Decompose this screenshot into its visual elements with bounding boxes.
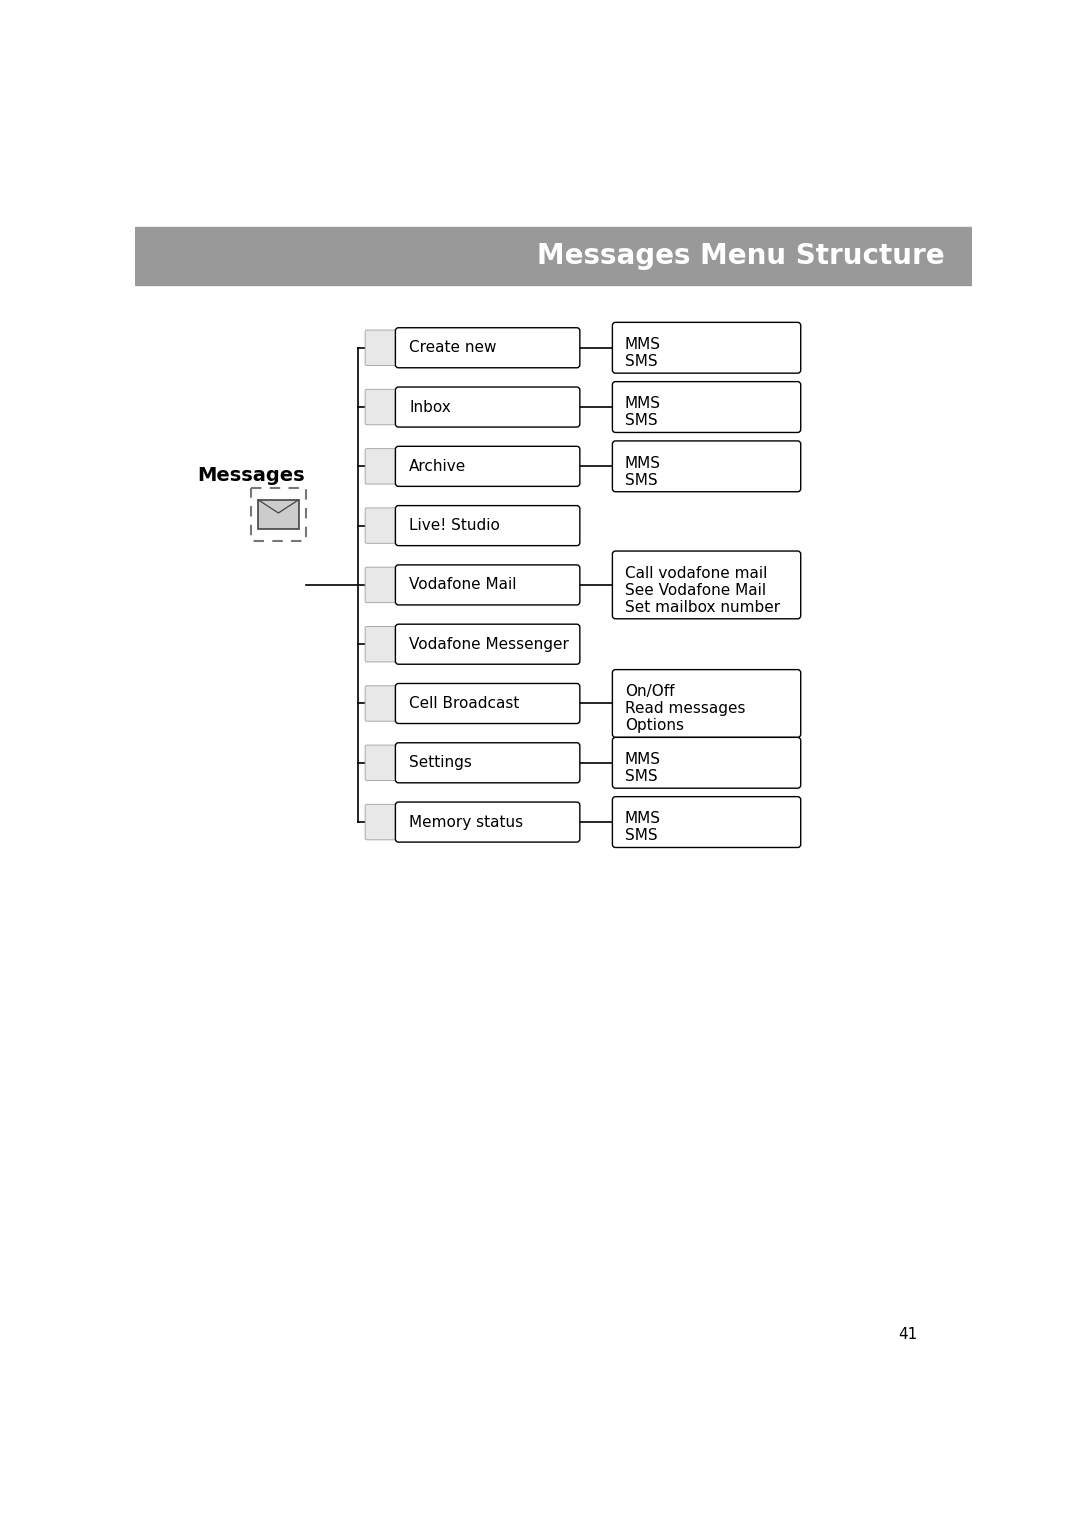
Text: SMS: SMS	[625, 828, 658, 843]
FancyBboxPatch shape	[365, 449, 401, 484]
FancyBboxPatch shape	[395, 802, 580, 842]
FancyBboxPatch shape	[365, 390, 401, 425]
Bar	[252, 487, 306, 541]
Text: MMS: MMS	[625, 338, 661, 351]
Text: Options: Options	[625, 718, 684, 733]
Text: Set mailbox number: Set mailbox number	[625, 601, 780, 614]
Text: SMS: SMS	[625, 354, 658, 370]
Text: SMS: SMS	[625, 414, 658, 428]
Text: SMS: SMS	[625, 472, 658, 487]
FancyBboxPatch shape	[612, 738, 800, 788]
Text: SMS: SMS	[625, 769, 658, 784]
Text: Read messages: Read messages	[625, 701, 745, 717]
Text: MMS: MMS	[625, 396, 661, 411]
FancyBboxPatch shape	[612, 382, 800, 432]
Text: On/Off: On/Off	[625, 685, 674, 700]
FancyBboxPatch shape	[395, 623, 580, 665]
FancyBboxPatch shape	[365, 686, 401, 721]
FancyBboxPatch shape	[395, 506, 580, 545]
Text: Cell Broadcast: Cell Broadcast	[409, 695, 519, 711]
Text: Memory status: Memory status	[409, 814, 524, 830]
Text: Settings: Settings	[409, 755, 472, 770]
Text: Vodafone Messenger: Vodafone Messenger	[409, 637, 569, 652]
FancyBboxPatch shape	[395, 327, 580, 368]
FancyBboxPatch shape	[612, 669, 800, 738]
Text: Messages Menu Structure: Messages Menu Structure	[537, 241, 945, 270]
FancyBboxPatch shape	[365, 507, 401, 544]
FancyBboxPatch shape	[612, 322, 800, 373]
FancyBboxPatch shape	[612, 442, 800, 492]
FancyBboxPatch shape	[258, 500, 298, 529]
FancyBboxPatch shape	[395, 743, 580, 782]
Text: Live! Studio: Live! Studio	[409, 518, 500, 533]
FancyBboxPatch shape	[612, 552, 800, 619]
Text: Call vodafone mail: Call vodafone mail	[625, 565, 767, 581]
Text: Inbox: Inbox	[409, 399, 451, 414]
Text: MMS: MMS	[625, 752, 661, 767]
Text: 41: 41	[899, 1326, 918, 1342]
FancyBboxPatch shape	[365, 567, 401, 602]
Text: Create new: Create new	[409, 341, 497, 354]
Bar	[135, 228, 972, 286]
FancyBboxPatch shape	[395, 446, 580, 486]
FancyBboxPatch shape	[395, 565, 580, 605]
FancyBboxPatch shape	[365, 804, 401, 840]
FancyBboxPatch shape	[365, 746, 401, 781]
FancyBboxPatch shape	[395, 387, 580, 426]
Text: Archive: Archive	[409, 458, 467, 474]
FancyBboxPatch shape	[365, 626, 401, 662]
FancyBboxPatch shape	[365, 330, 401, 365]
Text: See Vodafone Mail: See Vodafone Mail	[625, 582, 766, 597]
Text: Messages: Messages	[197, 466, 305, 486]
Text: Vodafone Mail: Vodafone Mail	[409, 578, 517, 593]
FancyBboxPatch shape	[612, 796, 800, 848]
Text: MMS: MMS	[625, 455, 661, 471]
Text: MMS: MMS	[625, 811, 661, 827]
FancyBboxPatch shape	[395, 683, 580, 724]
